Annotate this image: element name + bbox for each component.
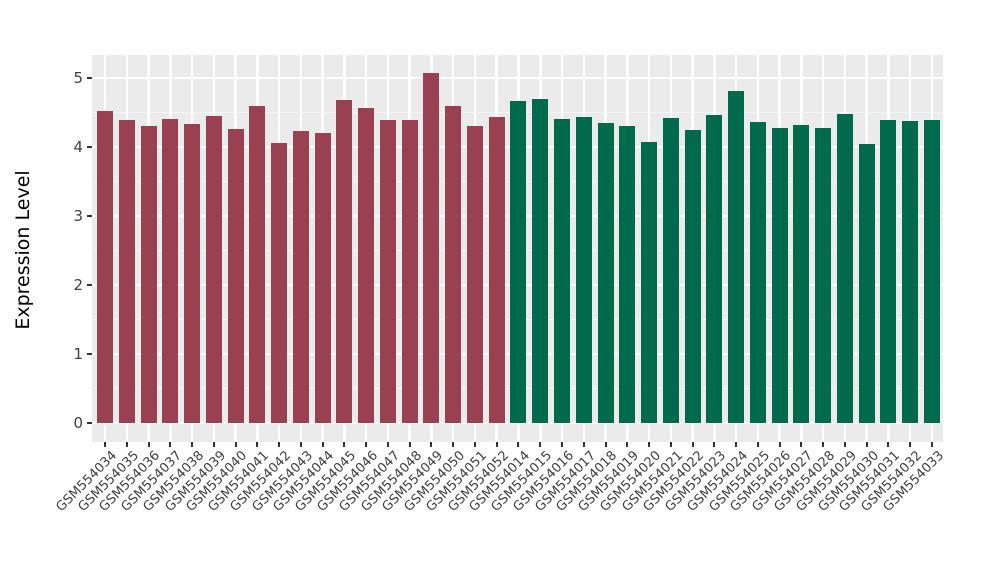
x-tick-mark: [365, 442, 368, 447]
x-tick-mark: [843, 442, 846, 447]
bar: [836, 113, 853, 423]
x-tick-mark: [473, 442, 476, 447]
y-tick-mark: [87, 353, 92, 355]
bar: [249, 105, 266, 423]
bar: [379, 120, 396, 423]
bar: [227, 129, 244, 423]
bar: [749, 122, 766, 423]
x-tick-mark: [278, 442, 281, 447]
bar: [902, 120, 919, 423]
bar: [815, 127, 832, 423]
x-tick-mark: [822, 442, 825, 447]
bar: [140, 125, 157, 423]
bar: [532, 98, 549, 423]
bar: [771, 128, 788, 423]
bar: [184, 124, 201, 423]
bar: [271, 142, 288, 423]
x-tick-mark: [626, 442, 629, 447]
bar: [684, 129, 701, 423]
y-tick-label: 5: [73, 68, 83, 87]
bar: [510, 101, 527, 423]
bar: [880, 120, 897, 423]
y-tick-label: 2: [73, 275, 83, 294]
y-tick-mark: [87, 284, 92, 286]
x-tick-mark: [887, 442, 890, 447]
x-tick-mark: [865, 442, 868, 447]
bar: [314, 133, 331, 423]
x-tick-mark: [735, 442, 738, 447]
x-tick-mark: [212, 442, 215, 447]
x-tick-mark: [648, 442, 651, 447]
bar: [488, 116, 505, 423]
x-tick-mark: [386, 442, 389, 447]
y-tick-label: 3: [73, 206, 83, 225]
x-tick-mark: [561, 442, 564, 447]
x-tick-mark: [713, 442, 716, 447]
x-tick-mark: [321, 442, 324, 447]
plot-panel: [92, 55, 943, 442]
x-tick-mark: [691, 442, 694, 447]
x-tick-mark: [909, 442, 912, 447]
bar: [466, 125, 483, 423]
x-tick-mark: [191, 442, 194, 447]
bar: [793, 124, 810, 423]
bar: [162, 119, 179, 423]
x-tick-mark: [125, 442, 128, 447]
x-tick-mark: [756, 442, 759, 447]
bar: [728, 91, 745, 423]
x-tick-mark: [778, 442, 781, 447]
x-tick-mark: [234, 442, 237, 447]
bar: [205, 115, 222, 423]
bar: [706, 114, 723, 423]
x-tick-mark: [169, 442, 172, 447]
x-tick-mark: [582, 442, 585, 447]
x-tick-mark: [495, 442, 498, 447]
bar: [554, 118, 571, 423]
x-tick-mark: [104, 442, 106, 447]
bar: [641, 142, 658, 423]
bar: [923, 120, 940, 423]
bar: [619, 125, 636, 423]
y-tick-label: 4: [73, 137, 83, 156]
bar: [401, 120, 418, 423]
y-tick-label: 0: [73, 413, 83, 432]
bar: [445, 105, 462, 423]
y-tick-mark: [87, 215, 92, 217]
x-tick-mark: [256, 442, 259, 447]
bar: [292, 131, 309, 423]
x-tick-mark: [408, 442, 411, 447]
x-tick-mark: [604, 442, 607, 447]
bar: [336, 100, 353, 423]
x-tick-mark: [539, 442, 542, 447]
x-tick-mark: [452, 442, 455, 447]
bar: [118, 120, 135, 423]
x-tick-mark: [517, 442, 520, 447]
bar: [662, 118, 679, 423]
bar: [575, 117, 592, 423]
y-tick-mark: [87, 77, 92, 79]
x-tick-mark: [147, 442, 150, 447]
bar: [97, 111, 113, 423]
bar: [423, 73, 440, 423]
x-tick-mark: [299, 442, 302, 447]
x-tick-mark: [430, 442, 433, 447]
y-tick-label: 1: [73, 344, 83, 363]
bar: [358, 107, 375, 423]
bar: [597, 122, 614, 423]
y-tick-mark: [87, 422, 92, 424]
y-tick-mark: [87, 146, 92, 148]
x-tick-mark: [930, 442, 933, 447]
bar: [858, 144, 875, 423]
y-axis-title: Expression Level: [12, 170, 34, 330]
x-tick-mark: [800, 442, 803, 447]
x-tick-mark: [669, 442, 672, 447]
x-tick-mark: [343, 442, 346, 447]
